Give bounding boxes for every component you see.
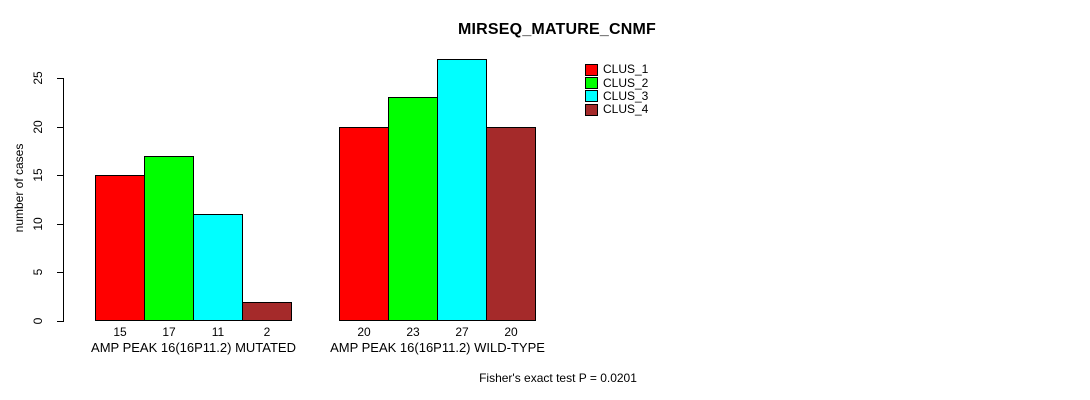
legend-label: CLUS_3 <box>603 88 649 103</box>
bar-value-label: 20 <box>357 325 371 339</box>
x-axis-group-label: AMP PEAK 16(16P11.2) MUTATED <box>91 340 296 355</box>
bar-clus-3-group2 <box>437 59 487 321</box>
y-axis-tick <box>57 272 63 274</box>
legend-swatch <box>585 77 598 90</box>
y-axis-tick-label: 25 <box>31 71 45 85</box>
bar-value-label: 17 <box>162 325 176 339</box>
bar-value-label: 20 <box>504 325 518 339</box>
y-axis-tick-label: 10 <box>31 217 45 231</box>
fisher-test-note: Fisher's exact test P = 0.0201 <box>479 371 637 385</box>
bar-clus-2-group1 <box>144 156 194 321</box>
chart-title: MIRSEQ_MATURE_CNMF <box>458 21 656 38</box>
bar-value-label: 27 <box>455 325 469 339</box>
y-axis-line <box>63 78 64 322</box>
bar-clus-4-group1 <box>242 302 292 321</box>
bar-clus-4-group2 <box>486 127 536 321</box>
y-axis-tick-label: 0 <box>31 317 45 325</box>
x-axis-group-label: AMP PEAK 16(16P11.2) WILD-TYPE <box>330 340 545 355</box>
legend-item: CLUS_2 <box>585 75 649 90</box>
bar-value-label: 23 <box>406 325 420 339</box>
legend-label: CLUS_4 <box>603 102 649 117</box>
bar-clus-1-group2 <box>339 127 389 321</box>
legend: CLUS_1 CLUS_2 CLUS_3 CLUS_4 <box>585 63 648 117</box>
legend-item: CLUS_1 <box>585 63 648 76</box>
legend-swatch <box>585 63 598 76</box>
y-axis-tick-label: 5 <box>31 269 45 276</box>
y-axis-label: number of cases <box>12 143 26 233</box>
bar-clus-2-group2 <box>388 97 438 321</box>
legend-label: CLUS_1 <box>603 62 649 77</box>
legend-item: CLUS_3 <box>585 88 649 103</box>
legend-label: CLUS_2 <box>603 75 649 90</box>
legend-swatch <box>585 103 598 116</box>
y-axis-tick <box>57 175 63 177</box>
y-axis-tick-label: 20 <box>31 119 45 134</box>
bar-clus-1-group1 <box>95 175 145 321</box>
bar-clus-3-group1 <box>193 214 243 321</box>
y-axis-tick-label: 15 <box>31 168 45 182</box>
bar-value-label: 15 <box>113 325 127 339</box>
y-axis-tick <box>57 321 63 322</box>
y-axis-tick <box>57 223 63 225</box>
legend-item: CLUS_4 <box>585 103 648 116</box>
bar-value-label: 11 <box>211 325 225 339</box>
y-axis-tick <box>57 78 63 79</box>
legend-swatch <box>585 90 598 103</box>
y-axis-tick <box>57 126 63 128</box>
bar-value-label: 2 <box>263 325 271 339</box>
